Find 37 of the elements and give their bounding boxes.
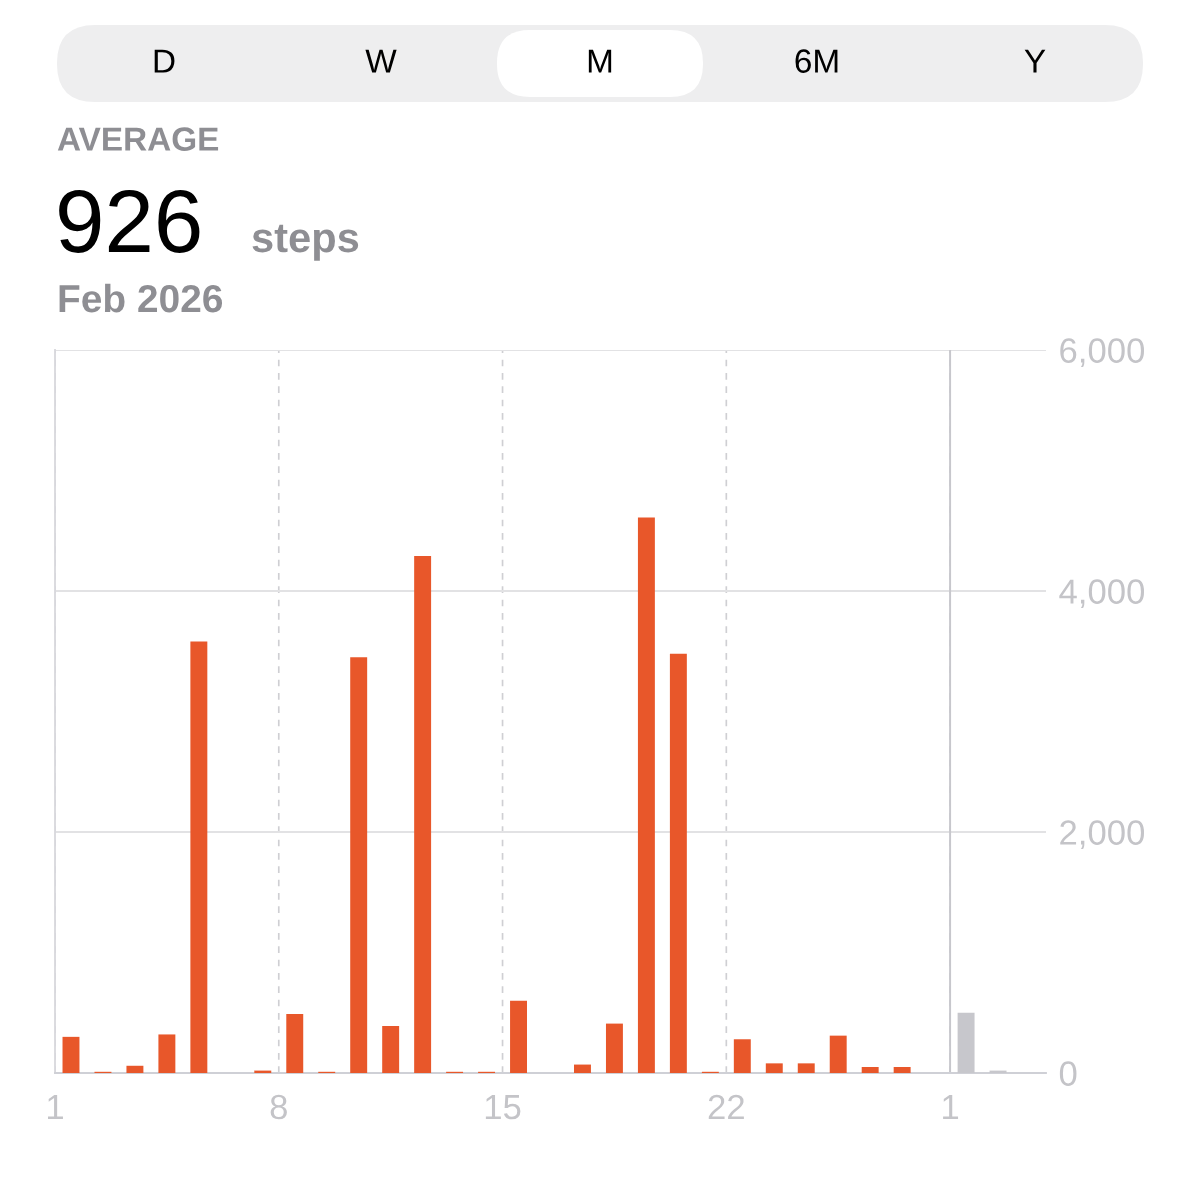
bar [510, 1000, 527, 1073]
bar [190, 641, 208, 1073]
text: Y [1024, 49, 1046, 73]
bar [829, 1035, 847, 1073]
text: AVERAGE [57, 127, 219, 151]
bar [62, 1036, 80, 1073]
x-tick-label: 1 [47, 1095, 63, 1119]
bar [669, 653, 687, 1073]
bar [574, 1064, 591, 1073]
bar [158, 1034, 176, 1073]
bar [382, 1026, 400, 1073]
x-tick-label: 8 [270, 1094, 287, 1120]
x-tick-label: 15 [485, 1095, 521, 1120]
bar [797, 1063, 815, 1073]
bar [286, 1013, 304, 1073]
bar [765, 1063, 783, 1073]
x-tick-label: 22 [708, 1094, 744, 1119]
x-tick-label: 1 [943, 1095, 959, 1119]
bar [605, 1023, 623, 1073]
y-tick-label: 4,000 [1059, 579, 1145, 609]
bar [861, 1066, 879, 1073]
text: M [588, 49, 612, 73]
bar [637, 517, 655, 1073]
text: Feb 2026 [59, 283, 223, 313]
text: 926 [59, 189, 200, 253]
bar [893, 1066, 911, 1073]
text: D [154, 49, 175, 73]
bar [733, 1039, 751, 1073]
bar [350, 657, 368, 1073]
bar [126, 1065, 144, 1073]
text: W [365, 49, 397, 73]
y-tick-label: 2,000 [1060, 820, 1145, 850]
bar [414, 556, 432, 1073]
y-tick-label: 0 [1059, 1061, 1077, 1086]
y-tick-label: 6,000 [1060, 338, 1145, 368]
text: steps [252, 224, 359, 261]
text: 6M [795, 49, 838, 73]
